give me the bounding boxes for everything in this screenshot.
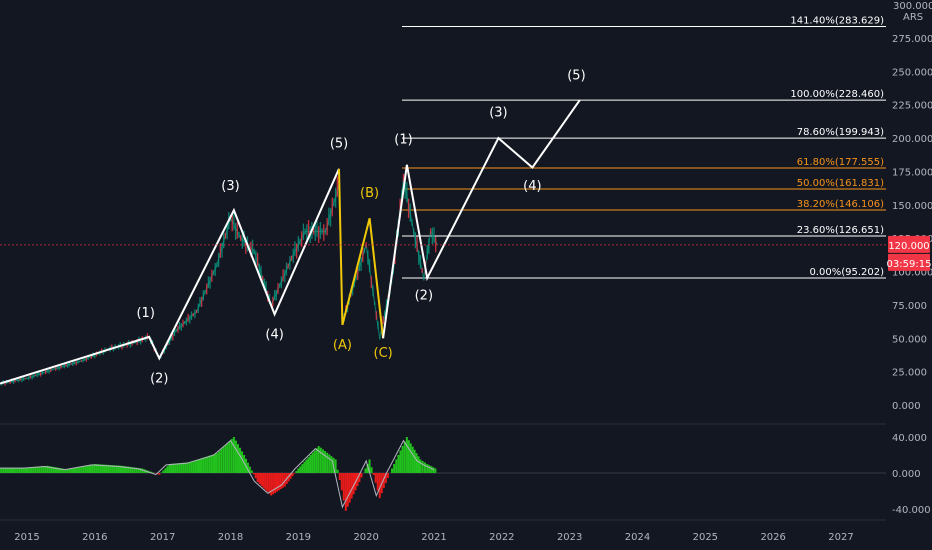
current-price-label: 120.000 xyxy=(888,241,929,252)
wave-label: (4) xyxy=(265,327,283,342)
wave-labels: (1) (2) (3) (4) (5) (A) (B) (C) (1) (2) (3) (4) (5) xyxy=(136,68,585,386)
current-price-badge xyxy=(888,235,930,253)
fibonacci-levels: 141.40%(283.629) 100.00%(228.460) 78.60%(1… xyxy=(402,15,886,279)
fib-level-label: 141.40%(283.629) xyxy=(790,15,884,26)
price-axis-tick: 100.000 xyxy=(892,268,932,279)
wave-label: (4) xyxy=(523,179,541,194)
fib-level-label: 38.20%(146.106) xyxy=(797,199,884,210)
wave-label: (5) xyxy=(567,68,585,83)
wave-line xyxy=(338,168,385,339)
time-axis-tick: 2017 xyxy=(150,532,175,543)
time-axis-tick: 2025 xyxy=(693,532,718,543)
wave-label: (2) xyxy=(415,289,433,304)
fib-level-label: 61.80%(177.555) xyxy=(797,157,884,168)
price-axis-tick: 150.000 xyxy=(892,201,932,212)
time-axis-tick: 2027 xyxy=(828,532,853,543)
time-axis-tick: 2020 xyxy=(353,532,378,543)
fib-level-label: 0.00%(95.202) xyxy=(809,267,884,278)
oscillator-signal-line xyxy=(0,439,435,509)
price-axis-tick: 25.000 xyxy=(892,368,927,379)
time-axis-tick: 2026 xyxy=(760,532,785,543)
fib-level-label: 23.60%(126.651) xyxy=(797,225,884,236)
time-axis-tick: 2019 xyxy=(286,532,311,543)
oscillator-axis-tick: 0.000 xyxy=(892,469,921,480)
fib-level-label: 100.00%(228.460) xyxy=(790,89,884,100)
price-axis[interactable]: 300.0000.00025.00050.00075.000100.000125… xyxy=(887,1,932,516)
time-axis-tick: 2016 xyxy=(82,532,107,543)
oscillator-axis-tick: -40.000 xyxy=(892,505,931,516)
wave-line xyxy=(382,99,581,339)
oscillator-axis-tick: 40.000 xyxy=(892,433,927,444)
time-axis-tick: 2023 xyxy=(557,532,582,543)
wave-label: (5) xyxy=(330,136,348,151)
time-axis-tick: 2021 xyxy=(421,532,446,543)
currency-text: ARS xyxy=(903,12,923,23)
elliott-waves xyxy=(0,99,581,385)
price-axis-tick: 250.000 xyxy=(892,67,932,78)
price-axis-tick: 50.000 xyxy=(892,334,927,345)
price-series xyxy=(0,174,438,386)
time-axis-tick: 2022 xyxy=(489,532,514,543)
time-axis-tick: 2024 xyxy=(625,532,650,543)
wave-label: (3) xyxy=(489,106,507,121)
currency-label: ARS xyxy=(903,12,923,23)
countdown-label: 03:59:15 xyxy=(887,259,932,270)
price-axis-tick: 200.000 xyxy=(892,134,932,145)
time-axis-tick: 2018 xyxy=(218,532,243,543)
price-axis-tick: 175.000 xyxy=(892,167,932,178)
time-axis[interactable]: 2015 2016 2017 2018 2019 2020 2021 2022 2023 2024… xyxy=(14,532,853,543)
wave-label: (C) xyxy=(374,346,393,361)
wave-label: (1) xyxy=(136,306,154,321)
oscillator-pane xyxy=(0,437,886,511)
fib-level-label: 78.60%(199.943) xyxy=(797,127,884,138)
wave-label: (3) xyxy=(221,179,239,194)
wave-label: (B) xyxy=(360,186,379,201)
fib-level-label: 50.00%(161.831) xyxy=(797,178,884,189)
price-axis-tick: 0.000 xyxy=(892,401,921,412)
price-axis-tick: 275.000 xyxy=(892,34,932,45)
price-axis-top-label: 300.000 xyxy=(893,1,932,12)
wave-line xyxy=(0,168,340,385)
wave-label: (1) xyxy=(394,132,412,147)
wave-label: (2) xyxy=(150,371,168,386)
price-axis-tick: 75.000 xyxy=(892,301,927,312)
time-axis-tick: 2015 xyxy=(14,532,39,543)
price-axis-tick: 225.000 xyxy=(892,101,932,112)
wave-label: (A) xyxy=(333,338,352,353)
countdown-badge xyxy=(888,253,930,271)
